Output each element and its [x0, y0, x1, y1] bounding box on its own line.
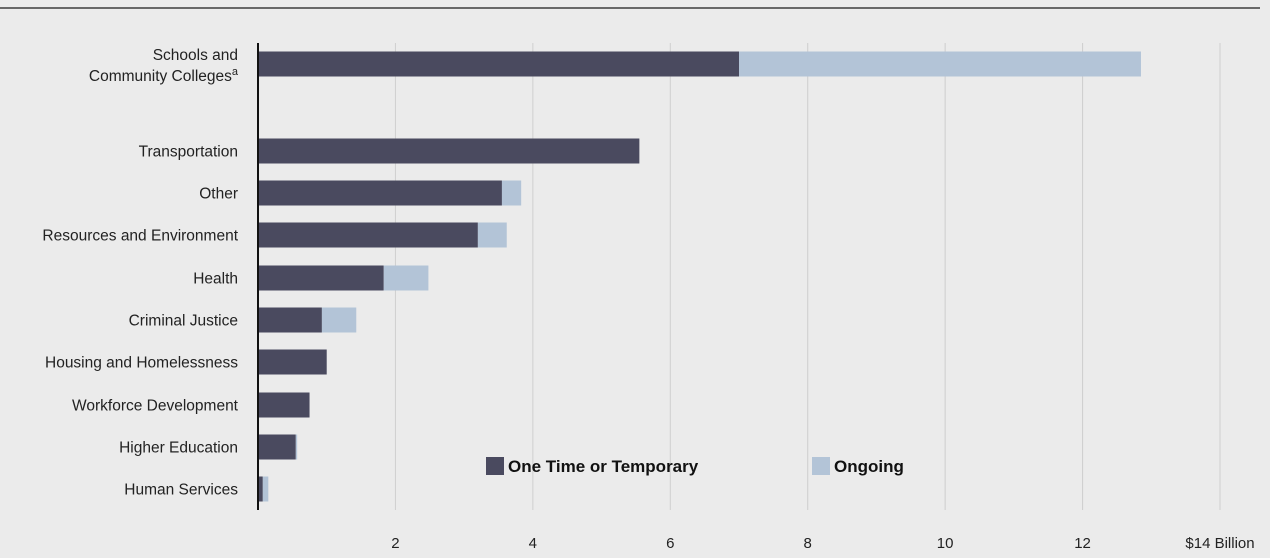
bar-health-ongoing: [383, 265, 429, 291]
bar-health-one-time-or-temporary: [258, 265, 384, 291]
x-tick-label-2: 2: [391, 535, 399, 552]
x-tick-label-6: 6: [666, 535, 674, 552]
category-label-resources-and-environment: Resources and Environment: [42, 228, 238, 245]
gridlines: [394, 43, 1221, 510]
legend-label-ongoing: Ongoing: [834, 457, 904, 476]
category-label-health: Health: [193, 271, 238, 288]
category-label-schools-and-community-colleges: Schools and Community Collegesa: [89, 47, 239, 85]
legend-swatch-ongoing: [812, 457, 830, 475]
bar-schools-and-community-colleges-ongoing: [739, 51, 1141, 77]
legend: One Time or Temporary Ongoing: [486, 457, 904, 476]
legend-label-one-time-or-temporary: One Time or Temporary: [508, 457, 699, 476]
bar-housing-and-homelessness-one-time-or-temporary: [258, 349, 327, 375]
category-label-criminal-justice: Criminal Justice: [129, 313, 238, 330]
category-label-human-services: Human Services: [124, 482, 238, 499]
bar-other-ongoing: [501, 180, 522, 206]
category-label-workforce-development: Workforce Development: [72, 398, 239, 415]
category-label-transportation: Transportation: [139, 144, 238, 161]
x-tick-label-12: 12: [1074, 535, 1091, 552]
bars: [258, 51, 1141, 502]
bar-criminal-justice-ongoing: [321, 307, 357, 333]
bar-workforce-development-one-time-or-temporary: [258, 392, 310, 418]
x-tick-label-4: 4: [529, 535, 537, 552]
category-label-housing-and-homelessness: Housing and Homelessness: [45, 355, 238, 372]
bar-human-services-one-time-or-temporary: [258, 476, 263, 502]
bar-resources-and-environment-ongoing: [477, 222, 507, 248]
category-labels: Schools and Community Collegesa Transporta…: [42, 47, 238, 499]
bar-higher-education-one-time-or-temporary: [258, 434, 296, 460]
bar-other-one-time-or-temporary: [258, 180, 502, 206]
x-tick-label-10: 10: [937, 535, 954, 552]
x-tick-labels: 2 4 6 8 10 12 $14 Billion: [391, 535, 1254, 552]
category-label-higher-education: Higher Education: [119, 440, 238, 457]
category-label-other: Other: [199, 186, 238, 203]
bar-criminal-justice-one-time-or-temporary: [258, 307, 322, 333]
legend-swatch-one-time-or-temporary: [486, 457, 504, 475]
x-tick-label-14-billion: $14 Billion: [1185, 535, 1254, 552]
bar-resources-and-environment-one-time-or-temporary: [258, 222, 478, 248]
bar-human-services-ongoing: [262, 476, 269, 502]
bar-higher-education-ongoing: [295, 434, 298, 460]
bar-transportation-one-time-or-temporary: [258, 138, 640, 164]
x-tick-label-8: 8: [804, 535, 812, 552]
bar-schools-and-community-colleges-one-time-or-temporary: [258, 51, 739, 77]
